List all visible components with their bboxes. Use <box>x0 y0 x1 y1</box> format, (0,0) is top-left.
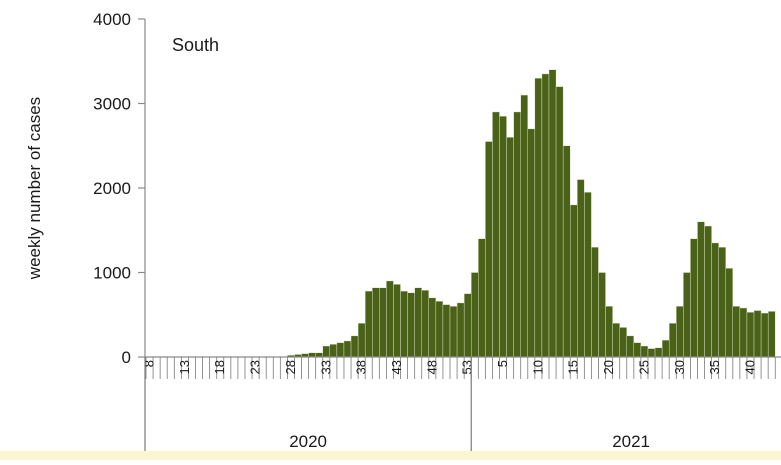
bar <box>343 340 352 358</box>
bar <box>570 204 578 358</box>
bar <box>760 312 769 358</box>
bar <box>407 292 415 358</box>
bar <box>612 323 620 358</box>
bar <box>668 323 677 358</box>
y-tick-label: 1000 <box>93 264 131 283</box>
x-week-label: 53 <box>460 360 475 374</box>
bar <box>513 111 521 358</box>
bar <box>562 145 571 358</box>
bar <box>485 141 493 358</box>
bar <box>704 225 712 358</box>
bottom-strip <box>0 451 781 460</box>
bar <box>379 287 387 358</box>
bar <box>414 287 422 358</box>
y-tick-label: 3000 <box>93 95 131 114</box>
bar <box>619 327 627 358</box>
bar <box>520 94 528 358</box>
bar <box>506 137 514 358</box>
bar <box>393 284 401 358</box>
bar <box>308 352 316 358</box>
x-week-label: 25 <box>636 360 651 374</box>
bar <box>647 348 656 358</box>
x-week-label: 23 <box>248 360 263 374</box>
bar <box>372 287 380 358</box>
x-week-label: 20 <box>601 360 616 374</box>
bar <box>746 312 755 358</box>
y-axis-label: weekly number of cases <box>25 97 44 280</box>
bar <box>654 347 663 358</box>
bar <box>315 352 323 358</box>
bar <box>322 345 331 358</box>
bar <box>626 335 635 358</box>
x-week-label: 15 <box>566 360 581 374</box>
x-week-label: 40 <box>742 360 757 374</box>
bar <box>661 339 670 358</box>
x-week-label: 13 <box>177 360 192 374</box>
bar <box>584 192 592 358</box>
bar <box>767 311 776 358</box>
x-week-label: 8 <box>142 360 157 367</box>
bar <box>676 306 684 358</box>
year-label: 2021 <box>612 432 650 451</box>
x-week-label: 43 <box>389 360 404 374</box>
x-axis: 8 13 18 23 28 33 38 43 48 53 5 10 15 20 25 30 35 40 2020 20… <box>142 356 781 460</box>
bar <box>428 297 437 358</box>
bar <box>605 306 613 358</box>
bar <box>449 306 458 358</box>
x-week-label: 35 <box>707 360 722 374</box>
bar <box>598 272 606 358</box>
bar <box>739 307 748 358</box>
bar <box>577 179 585 358</box>
y-axis: 0 1000 2000 3000 4000 <box>93 10 146 367</box>
bar <box>548 69 557 358</box>
x-week-label: 10 <box>530 360 545 374</box>
x-week-label: 28 <box>283 360 298 374</box>
bar <box>640 345 649 358</box>
bar <box>527 128 536 358</box>
bar <box>456 302 465 358</box>
bar <box>690 238 698 358</box>
bar <box>329 344 338 358</box>
bar <box>471 272 479 358</box>
bar <box>732 306 741 358</box>
bar <box>357 323 366 358</box>
bar <box>591 246 599 358</box>
bar <box>442 304 451 358</box>
bar <box>711 242 719 358</box>
x-week-label: 38 <box>354 360 369 374</box>
bar <box>435 301 444 358</box>
bar <box>555 86 564 358</box>
year-label: 2020 <box>289 432 327 451</box>
bar <box>492 111 500 358</box>
x-week-label: 30 <box>672 360 687 374</box>
x-week-label: 18 <box>212 360 227 374</box>
panel-label: South <box>172 35 219 55</box>
bar <box>541 73 550 358</box>
x-week-label: 33 <box>318 360 333 374</box>
bar <box>400 290 408 358</box>
bar <box>753 310 762 358</box>
bar <box>697 221 705 358</box>
y-tick-label: 0 <box>122 348 131 367</box>
y-tick-label: 2000 <box>93 179 131 198</box>
y-tick-label: 4000 <box>93 10 131 29</box>
x-week-label: 48 <box>424 360 439 374</box>
x-week-label: 5 <box>495 360 510 367</box>
bar <box>633 342 642 358</box>
bar <box>534 77 543 358</box>
bar <box>336 342 345 358</box>
bar <box>386 280 394 358</box>
bar <box>350 335 359 358</box>
bar <box>683 272 691 358</box>
bar <box>725 268 734 358</box>
bar <box>718 246 726 358</box>
bar <box>364 290 373 358</box>
bars-group <box>145 69 776 358</box>
bar <box>478 238 486 358</box>
bar <box>499 115 507 358</box>
bar <box>421 290 430 358</box>
bar <box>463 293 472 358</box>
